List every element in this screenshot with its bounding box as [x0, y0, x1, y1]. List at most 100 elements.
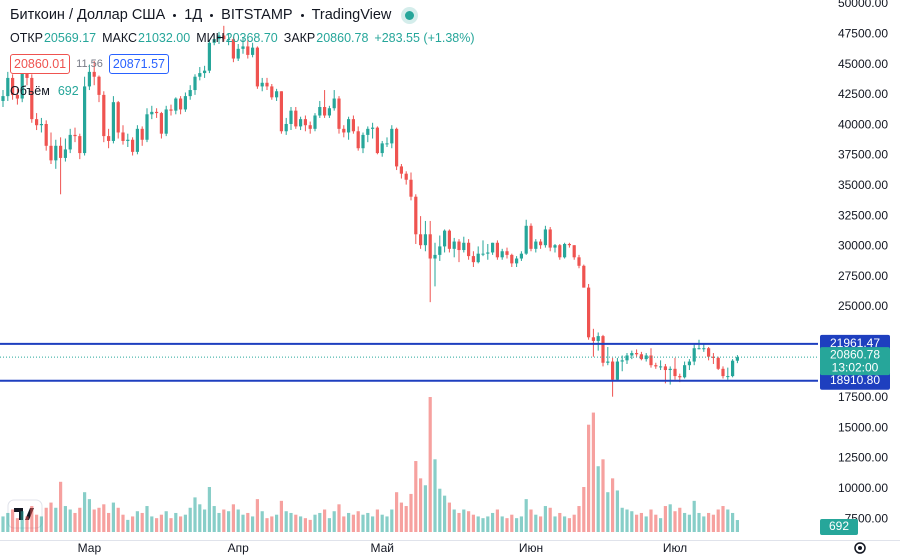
candle-body	[193, 76, 197, 91]
volume-bar	[399, 502, 403, 532]
candle-body	[92, 71, 96, 77]
y-tick-label: 30000.00	[838, 239, 888, 253]
candle-body	[97, 76, 101, 95]
candle-body	[44, 123, 48, 146]
last-price-label: 20860.78	[830, 347, 880, 361]
candle-body	[107, 136, 111, 141]
candle-body	[572, 245, 576, 258]
volume-bar	[116, 507, 120, 532]
candle-body	[159, 113, 163, 134]
volume-bar	[668, 504, 672, 532]
candle-body	[567, 243, 571, 246]
candle-body	[462, 242, 466, 251]
candle-body	[486, 252, 490, 254]
candle-body	[687, 361, 691, 366]
volume-bar	[639, 512, 643, 532]
volume-bar	[102, 504, 106, 532]
volume-bar	[567, 518, 571, 532]
candle-body	[227, 39, 231, 41]
candle-body	[30, 77, 34, 120]
volume-bar	[404, 506, 408, 532]
volume-bar	[419, 478, 423, 532]
ask[interactable]: 20871.57	[108, 54, 169, 74]
volume-bar	[83, 492, 87, 532]
volume-bar	[385, 516, 389, 532]
level-label: 21961.47	[830, 336, 880, 350]
candle-body	[347, 119, 351, 133]
volume-bar	[131, 516, 135, 532]
y-tick-label: 42500.00	[838, 87, 888, 101]
volume-bar	[337, 504, 341, 532]
candle-body	[563, 243, 567, 258]
candle-body	[452, 241, 456, 249]
bid[interactable]: 20860.01	[10, 54, 71, 74]
candle-body	[606, 361, 610, 363]
volume-bar	[203, 509, 207, 532]
candle-body	[1, 96, 5, 101]
candle-body	[39, 123, 43, 126]
volume-bar	[20, 511, 24, 532]
volume-bar	[59, 481, 63, 532]
candle-body	[707, 348, 711, 357]
bid-ask: 20860.01 11.56 20871.57	[10, 54, 169, 74]
volume-bar	[515, 518, 519, 532]
settings-icon[interactable]	[854, 542, 866, 554]
volume-bar	[255, 499, 259, 532]
candle-body	[63, 149, 67, 158]
candle-body	[169, 109, 173, 111]
candle-body	[414, 196, 418, 235]
candle-body	[548, 229, 552, 248]
candle-body	[289, 110, 293, 124]
volume-bar	[6, 512, 10, 532]
candle-body	[543, 229, 547, 246]
candle-body	[212, 39, 216, 43]
volume-value: 692	[57, 84, 79, 98]
volume-label: 692	[829, 519, 849, 533]
volume-bar	[150, 516, 154, 532]
candle-body	[519, 253, 523, 259]
candle-body	[308, 125, 312, 129]
candle-body	[515, 258, 519, 264]
countdown: 13:02:00	[832, 360, 879, 374]
ohlc-name: ОТКР	[10, 31, 43, 45]
volume-bar	[529, 509, 533, 532]
candle-body	[457, 241, 461, 251]
volume-bar	[198, 504, 202, 532]
volume-bar	[500, 516, 504, 532]
volume-bar	[63, 506, 67, 532]
volume-bar	[692, 500, 696, 532]
candle-body	[35, 119, 39, 126]
volume-bar	[601, 459, 605, 532]
volume-bar	[327, 518, 331, 532]
candle-body	[639, 354, 643, 360]
volume-bar	[193, 497, 197, 532]
volume-bar	[414, 461, 418, 532]
volume-bar	[347, 512, 351, 532]
volume-bar	[246, 512, 250, 532]
candle-body	[356, 131, 360, 149]
volume-bar	[510, 514, 514, 532]
volume-bar	[39, 516, 43, 532]
volume-bar	[447, 502, 451, 532]
volume-bar	[313, 514, 317, 532]
candle-body	[447, 230, 451, 249]
candle-body	[620, 360, 624, 362]
candle-body	[150, 111, 154, 115]
volume-bar	[428, 397, 432, 532]
volume-bar	[443, 495, 447, 532]
candle-body	[635, 353, 639, 355]
volume-bar	[207, 487, 211, 532]
volume-label-box	[820, 519, 858, 536]
volume-bar	[251, 516, 255, 532]
volume-bar	[231, 504, 235, 532]
volume-bar	[673, 511, 677, 532]
volume-bar	[159, 514, 163, 532]
y-tick-label: 37500.00	[838, 148, 888, 162]
volume-bar	[140, 512, 144, 532]
candle-body	[279, 91, 283, 132]
volume-bar	[236, 509, 240, 532]
candle-body	[654, 365, 658, 367]
y-tick-label: 12500.00	[838, 451, 888, 465]
volume-bar	[721, 506, 725, 532]
